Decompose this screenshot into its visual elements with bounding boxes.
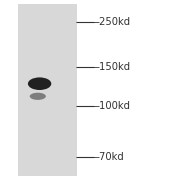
Text: —100kd: —100kd xyxy=(90,101,131,111)
Text: —70kd: —70kd xyxy=(90,152,125,162)
Bar xyxy=(18,4,77,176)
Text: —250kd: —250kd xyxy=(90,17,131,27)
Text: —150kd: —150kd xyxy=(90,62,131,72)
Ellipse shape xyxy=(28,77,51,90)
Ellipse shape xyxy=(30,93,46,100)
